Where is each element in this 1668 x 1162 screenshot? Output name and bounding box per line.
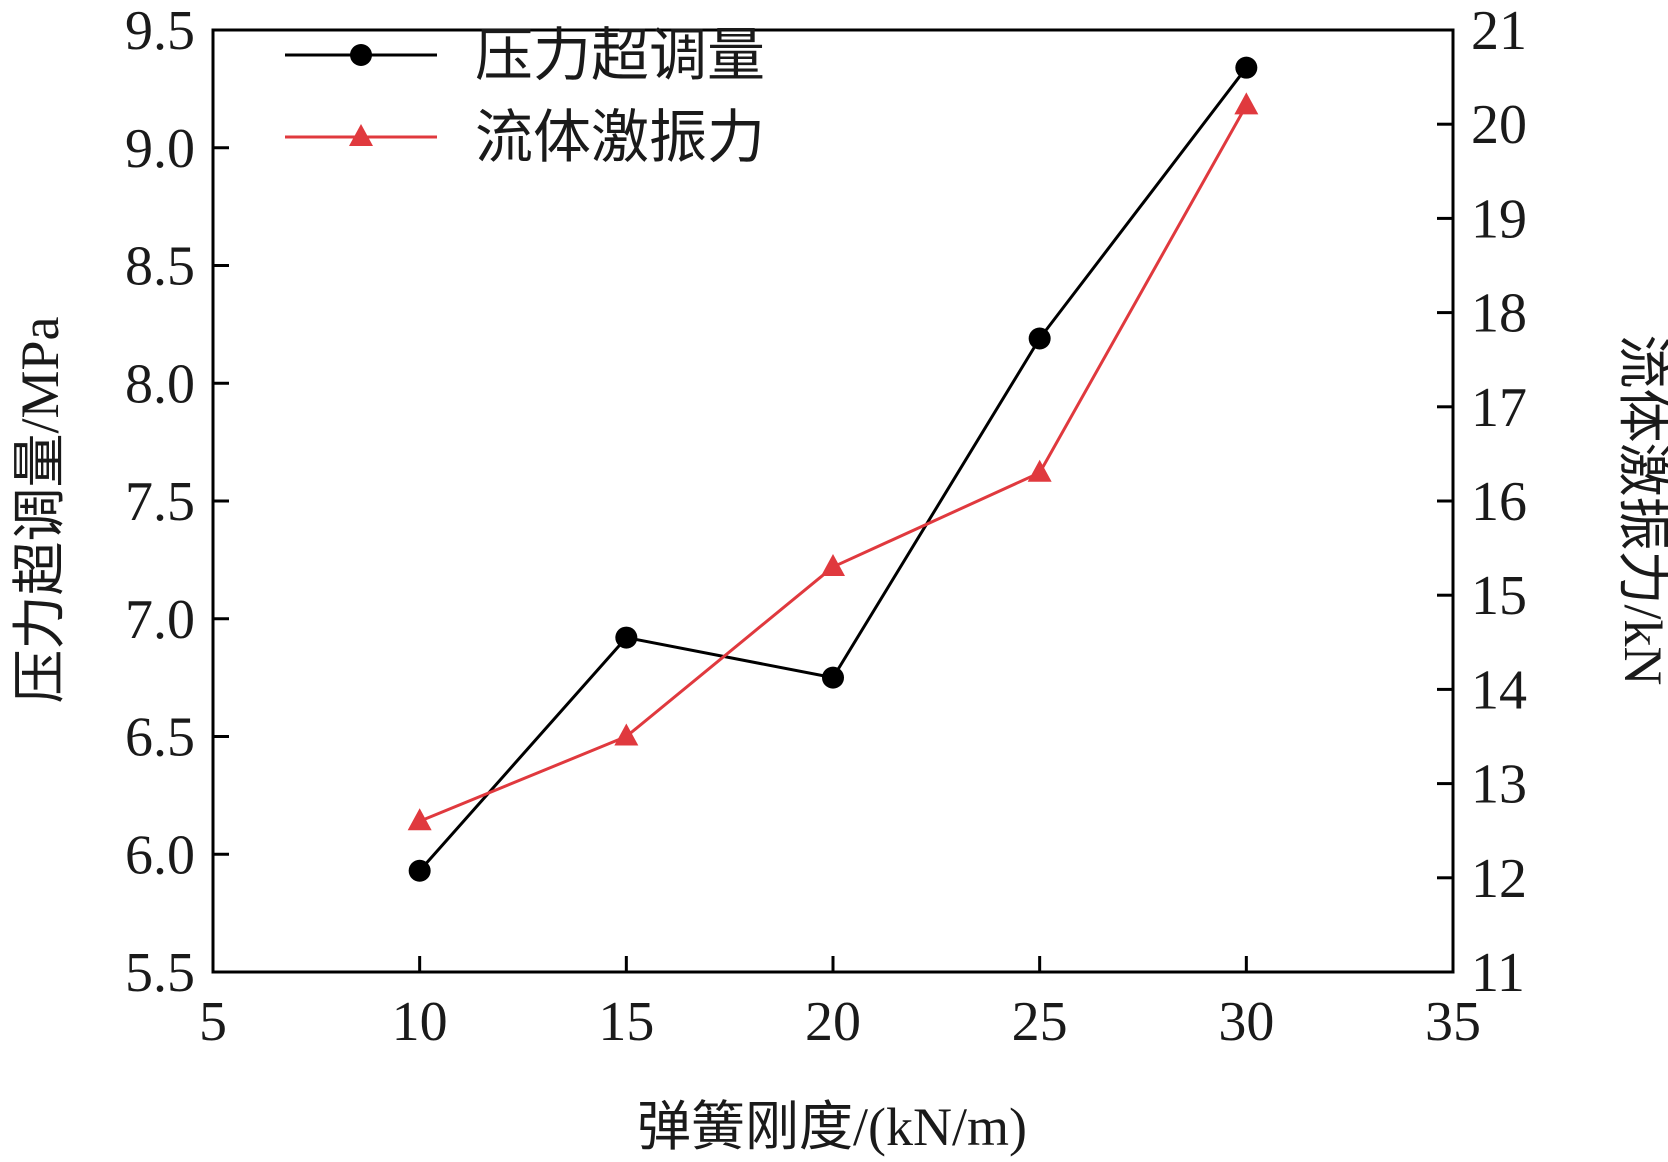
x-tick-label-1: 10 — [392, 991, 448, 1053]
series-1-point-1 — [614, 723, 639, 746]
legend: 压力超调量 流体激振力 — [285, 23, 765, 170]
left-y-tick-label-4: 7.5 — [125, 471, 195, 533]
x-tick-label-6: 35 — [1425, 991, 1481, 1053]
right-y-tick-label-6: 17 — [1471, 377, 1527, 439]
left-y-tick-label-0: 5.5 — [125, 942, 195, 1004]
left-y-tick-label-1: 6.0 — [125, 824, 195, 886]
right-y-tick-label-1: 12 — [1471, 848, 1527, 910]
right-y-tick-label-9: 20 — [1471, 94, 1527, 156]
series-1-point-2 — [821, 553, 845, 576]
series-1-point-3 — [1027, 459, 1052, 482]
series-0-point-3 — [1028, 327, 1051, 350]
series-0-point-1 — [615, 626, 638, 649]
series-0-point-0 — [408, 859, 431, 882]
right-y-tick-label-10: 21 — [1471, 0, 1527, 62]
x-tick-label-4: 25 — [1012, 991, 1068, 1053]
series-line-0 — [418, 66, 1248, 872]
x-tick-label-2: 15 — [598, 991, 654, 1053]
legend-label-1: 流体激振力 — [475, 105, 765, 170]
ticks: 5 10 15 20 25 30 35 5.5 6.0 6.5 7.0 7.5 8.0 8.5 9.0 9.5… — [125, 0, 1527, 1053]
x-tick-label-5: 30 — [1218, 991, 1274, 1053]
right-y-tick-label-4: 15 — [1471, 565, 1527, 627]
right-y-tick-label-5: 16 — [1471, 471, 1527, 533]
left-axis-title: 压力超调量/MPa — [10, 316, 70, 703]
legend-label-0: 压力超调量 — [475, 23, 765, 88]
plot-area-border — [211, 28, 1455, 974]
plot-frame — [211, 28, 1455, 974]
right-y-tick-label-3: 14 — [1471, 659, 1527, 721]
left-y-tick-label-7: 9.0 — [125, 118, 195, 180]
series-line-1 — [419, 104, 1248, 823]
left-y-tick-label-3: 7.0 — [125, 589, 195, 651]
left-y-tick-label-2: 6.5 — [125, 707, 195, 769]
right-y-tick-label-2: 13 — [1471, 754, 1527, 816]
right-y-tick-label-8: 19 — [1471, 188, 1527, 250]
x-tick-label-0: 5 — [199, 991, 227, 1053]
x-axis-title: 弹簧刚度/(kN/m) — [637, 1097, 1027, 1157]
series-1-point-4 — [1234, 92, 1259, 115]
left-y-tick-label-6: 8.5 — [125, 236, 195, 298]
series-1-point-0 — [407, 808, 432, 831]
series-0-point-2 — [822, 666, 844, 689]
series-0-point-4 — [1235, 56, 1258, 79]
right-y-tick-label-0: 11 — [1471, 942, 1525, 1004]
left-y-tick-label-8: 9.5 — [125, 0, 195, 62]
right-axis-title: 流体激振力/kN — [1613, 335, 1668, 686]
legend-marker-0 — [350, 44, 372, 66]
x-tick-label-3: 20 — [805, 991, 861, 1053]
right-y-tick-label-7: 18 — [1471, 283, 1527, 345]
left-y-tick-label-5: 8.0 — [125, 353, 195, 415]
legend-marker-1 — [349, 124, 373, 146]
series — [407, 56, 1259, 882]
